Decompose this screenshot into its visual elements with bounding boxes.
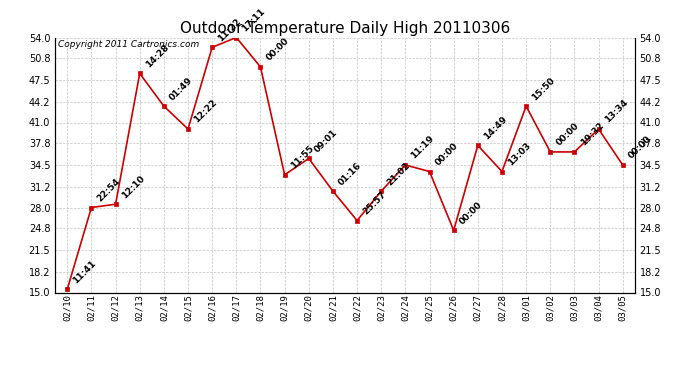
Text: 09:01: 09:01 bbox=[313, 128, 339, 154]
Text: 00:00: 00:00 bbox=[434, 141, 460, 167]
Text: 11:22: 11:22 bbox=[217, 16, 243, 43]
Text: 19:32: 19:32 bbox=[579, 121, 605, 148]
Text: 14:28: 14:28 bbox=[144, 43, 170, 69]
Text: 00:00: 00:00 bbox=[555, 122, 581, 148]
Text: 12:10: 12:10 bbox=[120, 174, 146, 200]
Text: Copyright 2011 Cartronics.com: Copyright 2011 Cartronics.com bbox=[58, 40, 199, 49]
Text: 00:00: 00:00 bbox=[265, 36, 291, 63]
Text: 11:41: 11:41 bbox=[72, 258, 98, 285]
Text: 14:49: 14:49 bbox=[482, 114, 509, 141]
Text: 22:54: 22:54 bbox=[96, 177, 122, 203]
Text: 17:11: 17:11 bbox=[241, 7, 267, 33]
Text: 13:03: 13:03 bbox=[506, 141, 533, 167]
Title: Outdoor Temperature Daily High 20110306: Outdoor Temperature Daily High 20110306 bbox=[180, 21, 510, 36]
Text: 00:00: 00:00 bbox=[627, 135, 653, 161]
Text: 13:34: 13:34 bbox=[603, 98, 629, 125]
Text: 11:19: 11:19 bbox=[410, 134, 436, 161]
Text: 11:55: 11:55 bbox=[289, 144, 315, 171]
Text: 21:02: 21:02 bbox=[386, 160, 412, 187]
Text: 01:16: 01:16 bbox=[337, 160, 364, 187]
Text: 25:57: 25:57 bbox=[362, 190, 388, 216]
Text: 15:50: 15:50 bbox=[531, 75, 557, 102]
Text: 12:22: 12:22 bbox=[193, 98, 219, 125]
Text: 00:00: 00:00 bbox=[458, 200, 484, 226]
Text: 01:49: 01:49 bbox=[168, 75, 195, 102]
